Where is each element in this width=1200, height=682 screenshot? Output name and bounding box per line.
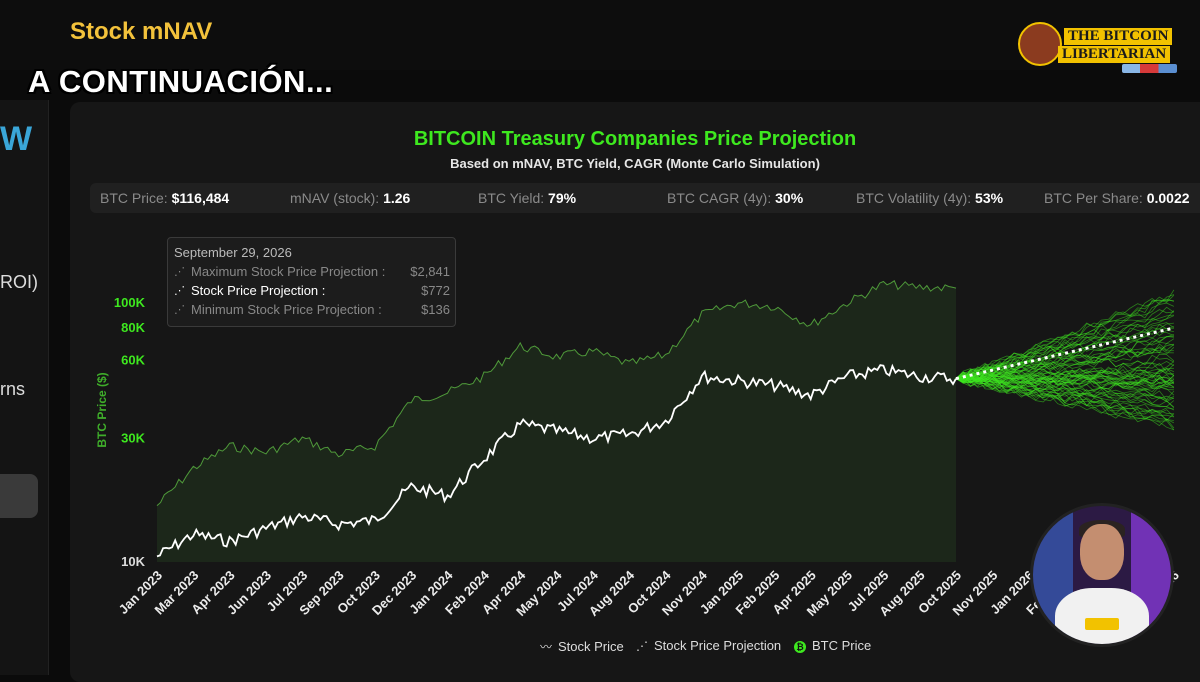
app-header [0,0,1200,70]
projection-simulation-line [955,347,1175,381]
chart-subtitle: Based on mNAV, BTC Yield, CAGR (Monte Ca… [450,156,820,171]
dotted-line-icon: ⋰ [636,639,648,653]
chart-tooltip [167,237,456,327]
y-tick-label: 30K [121,430,145,445]
sidebar-item-returns[interactable]: rns [0,379,26,399]
projection-simulation-line [955,374,1175,386]
btc-price-area [157,280,956,562]
legend-item-btc-price[interactable]: ₿ BTC Price [794,638,871,653]
projection-simulation-line [955,314,1174,379]
legend-item-stock-price[interactable]: 〰 Stock Price [540,639,624,654]
sidebar-logo-fragment: W [0,120,33,158]
y-tick-label: 60K [121,352,145,367]
stats-bar [90,183,1200,213]
brand-logo: THE BITCOIN LIBERTARIAN [1018,22,1178,78]
avatar [1018,22,1062,66]
stat-mnav: mNAV (stock): 1.26 [290,190,411,206]
stat-btc-volatility: BTC Volatility (4y): 53% [856,190,1004,206]
dotted-line-icon: ⋰ [174,285,185,297]
projection-simulation-line [955,376,1175,417]
stock-price-line [156,363,957,558]
projection-simulation-line [955,374,1175,424]
btc-price-line [156,280,957,506]
stat-btc-cagr: BTC CAGR (4y): 30% [667,190,804,206]
page-title: Stock mNAV [70,18,213,45]
projection-simulation-line [955,362,1175,380]
tooltip-date: September 29, 2026 [174,245,292,260]
projection-simulation-line [955,298,1175,382]
projection-simulation-line [955,374,1175,390]
y-tick-label: 100K [114,295,146,310]
projection-simulation-line [955,289,1175,379]
flags-icon [1122,64,1177,73]
webcam-overlay [1030,503,1174,647]
projection-simulation-line [955,369,1175,383]
dotted-line-icon: ⋰ [174,304,185,316]
projection-simulation-line [955,376,1175,389]
left-sidebar [0,100,49,675]
y-tick-label: 10K [121,554,145,569]
stat-btc-per-share: BTC Per Share: 0.0022 [1044,190,1190,206]
y-tick-label: 80K [121,320,145,335]
chart-title: BITCOIN Treasury Companies Price Project… [413,128,857,150]
stock-projection-line [955,326,1175,381]
bitcoin-icon: ₿ [794,641,806,653]
legend-item-stock-projection[interactable]: ⋰ Stock Price Projection [636,638,782,653]
sidebar-item-roi[interactable]: ROI) [0,272,38,292]
projection-simulation-line [955,336,1174,382]
projection-simulation-line [955,376,1175,422]
video-caption: A CONTINUACIÓN... [28,64,334,99]
stat-btc-yield: BTC Yield: 79% [478,190,577,206]
projection-simulation-line [955,377,1175,431]
projection-simulation-line [956,374,1175,390]
stat-btc-price: BTC Price: $116,484 [100,190,230,206]
projection-simulation-line [955,302,1175,379]
y-axis-label: BTC Price ($) [95,372,109,447]
line-chart-icon: 〰 [540,640,553,654]
dotted-line-icon: ⋰ [174,266,185,278]
sidebar-button[interactable] [0,474,38,518]
